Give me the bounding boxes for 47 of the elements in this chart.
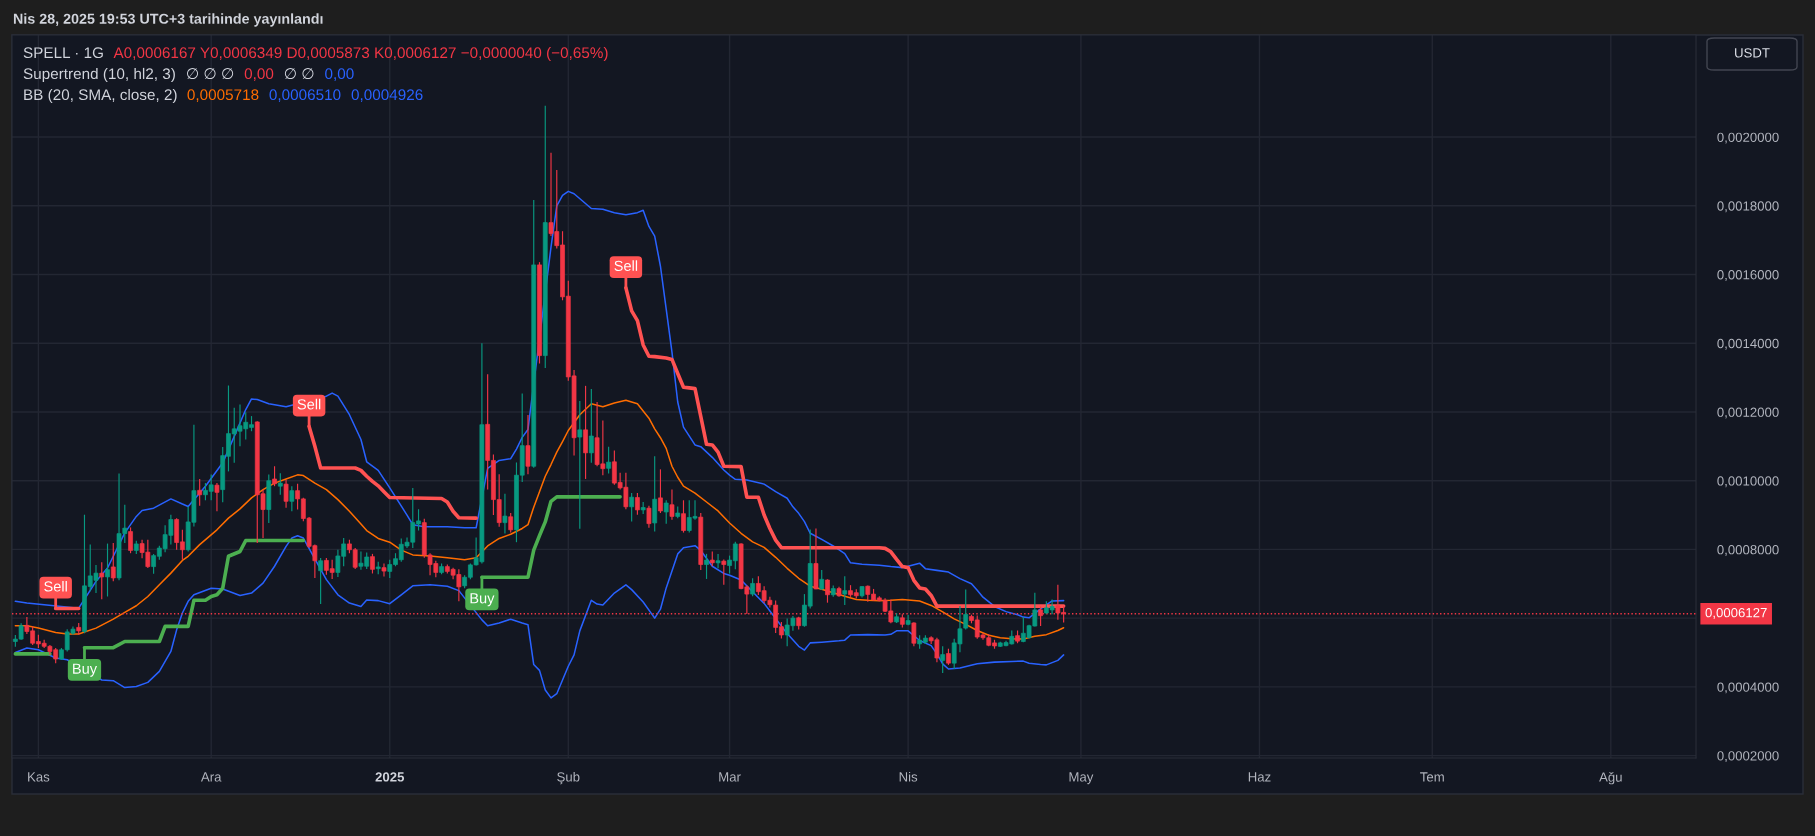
line-series: [14, 190, 1065, 619]
candlestick: [813, 528, 819, 590]
x-tick-label: Ağu: [1599, 771, 1622, 785]
annotation: Buy: [73, 663, 98, 677]
x-tick-label: May: [1069, 772, 1094, 785]
y-tick-label: 0,0010000: [1717, 476, 1779, 488]
annotation: ∅ ∅: [284, 68, 314, 80]
x-tick-label: Ara: [200, 772, 222, 782]
y-tick-label: 0,0018000: [1717, 201, 1779, 213]
x-tick-label: 2025: [375, 772, 405, 782]
annotation: Buy: [470, 593, 495, 607]
y-tick-label: 0,0016000: [1717, 270, 1779, 281]
candlestick: [715, 553, 721, 569]
annotation: Sell: [614, 260, 638, 271]
annotation: 0,0006510: [269, 89, 341, 102]
annotation: Sell: [44, 580, 67, 592]
candlestick: [502, 493, 508, 534]
y-tick-label: 0,0014000: [1717, 338, 1779, 350]
annotation: Sell: [297, 398, 321, 410]
x-tick-label: Kas: [28, 772, 50, 782]
annotation: 0,0004926: [351, 89, 423, 102]
annotation: Supertrend (10, hl2, 3): [23, 67, 175, 83]
candlestick: [381, 563, 387, 577]
annotation: ∅ ∅ ∅: [187, 68, 234, 80]
y-tick-label: 0,0012000: [1717, 407, 1779, 419]
text: SPELL · 1G: [23, 47, 103, 59]
candlestick: [669, 489, 675, 520]
annotation: A0,0006167 Y0,0006349 D0,0005873 K0,0006127 −0,0000040 (−0,65%): [113, 46, 608, 62]
y-tick-label: 0,0020000: [1717, 132, 1779, 144]
y-tick-label: 0,0002000: [1717, 751, 1779, 763]
annotation: 0,00: [244, 68, 274, 81]
x-tick-label: Mar: [719, 772, 741, 782]
y-tick-label: 0,0008000: [1717, 544, 1779, 556]
x-tick-label: Haz: [1248, 772, 1271, 782]
candlestick: [525, 415, 531, 475]
x-tick-label: Tem: [1420, 772, 1444, 782]
x-tick-label: Şub: [557, 771, 580, 785]
annotation: 0,0005718: [187, 89, 259, 102]
x-tick-label: Nis: [899, 771, 918, 782]
line-series: [14, 534, 1065, 699]
ref-line-label: 0,0006127: [1705, 607, 1767, 619]
annotation: 0,00: [325, 68, 354, 81]
annotation: BB (20, SMA, close, 2): [24, 88, 177, 104]
candlestick: [214, 483, 220, 512]
text: USDT: [1735, 48, 1770, 58]
y-tick-label: 0,0004000: [1717, 682, 1779, 694]
text: Nis 28, 2025 19:53 UTC+3 tarihinde yayınlandı: [13, 13, 323, 27]
